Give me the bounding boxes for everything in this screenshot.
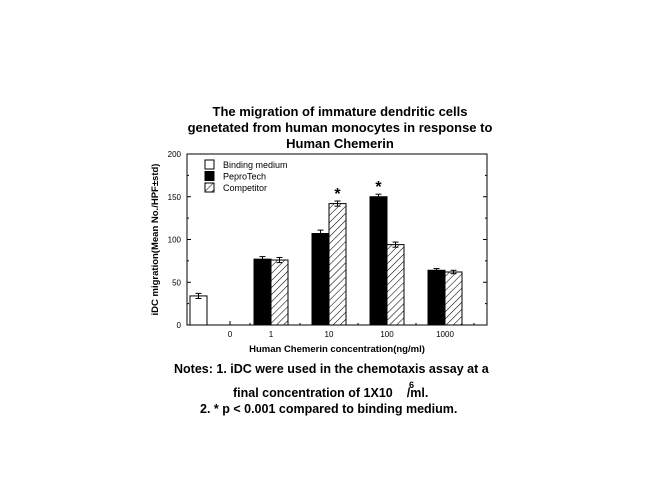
x-tick-label: 10 <box>325 330 334 339</box>
y-tick-label: 150 <box>168 193 182 202</box>
legend-swatch <box>204 182 215 193</box>
bar-peprotech <box>311 233 330 326</box>
bar-competitor <box>386 244 405 326</box>
notes-line-3: 2. * p < 0.001 compared to binding mediu… <box>200 402 458 416</box>
chart-title: The migration of immature dendritic cell… <box>150 104 530 152</box>
legend-swatch <box>204 159 215 170</box>
y-axis-label: iDC migration(Mean No./HPF±std) <box>150 164 161 316</box>
chart-title-line-3: Human Chemerin <box>286 136 394 151</box>
bar-competitor <box>270 259 289 326</box>
bar-peprotech <box>427 269 446 326</box>
x-tick-label: 0 <box>228 330 233 339</box>
plot-area: 0 50 100 150 200 0 1 10 100 1000 * * Binding medium P… <box>150 150 488 355</box>
bar-binding-medium <box>189 295 208 326</box>
legend-label: Competitor <box>223 183 267 193</box>
legend-label: PeproTech <box>223 172 266 182</box>
significance-marker: * <box>375 179 382 196</box>
notes-line-2-unit: /ml. <box>406 386 429 400</box>
bar-peprotech <box>253 258 272 326</box>
legend-label: Binding medium <box>223 160 288 170</box>
bar-peprotech <box>369 196 388 326</box>
x-axis-label: Human Chemerin concentration(ng/ml) <box>249 344 425 355</box>
bar-competitor <box>444 271 463 326</box>
y-tick-label: 50 <box>172 278 181 287</box>
y-tick-label: 100 <box>168 236 182 245</box>
notes-line-2-text: final concentration of 1X10 <box>233 386 393 400</box>
chart-title-line-2: genetated from human monocytes in respon… <box>187 120 493 135</box>
x-tick-label: 100 <box>380 330 394 339</box>
significance-marker: * <box>334 186 341 203</box>
legend-swatch <box>204 171 215 181</box>
notes-line-2: final concentration of 1X10/ml. <box>233 386 428 400</box>
notes-superscript: 6 <box>409 380 415 390</box>
notes-line-1: Notes: 1. iDC were used in the chemotaxi… <box>174 362 489 376</box>
y-tick-label: 0 <box>177 321 182 330</box>
x-tick-label: 1000 <box>436 330 454 339</box>
x-tick-label: 1 <box>269 330 274 339</box>
bar-competitor <box>328 203 347 326</box>
y-tick-label: 200 <box>168 150 182 159</box>
chart-title-line-1: The migration of immature dendritic cell… <box>212 104 468 119</box>
